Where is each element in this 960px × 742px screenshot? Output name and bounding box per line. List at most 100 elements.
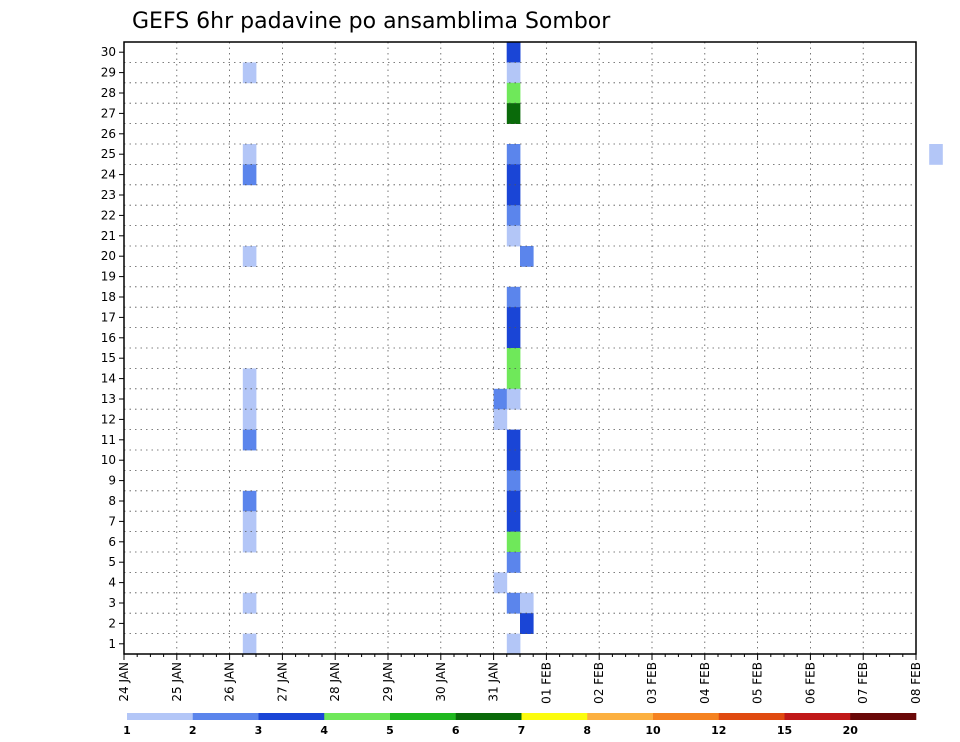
heatmap-cell [242,388,257,410]
heatmap-cell [242,409,257,430]
heatmap-cells [242,42,943,655]
chart-title: GEFS 6hr padavine po ansamblima Sombor [132,9,611,34]
heatmap-cell [506,490,521,512]
y-tick-label: 21 [101,229,116,243]
heatmap-cell [242,246,257,267]
y-tick-label: 18 [101,290,116,304]
y-tick-label: 3 [108,596,116,610]
heatmap-cell [242,633,257,655]
heatmap-cell [506,511,521,532]
heatmap-cell [242,511,257,532]
heatmap-cell [929,144,943,165]
colorbar-tick-label: 3 [255,724,263,737]
colorbar-tick-label: 10 [645,724,661,737]
y-tick-label: 13 [101,392,116,406]
y-tick-label: 19 [101,270,116,284]
colorbar-tick-label: 7 [518,724,526,737]
heatmap-cell [506,164,521,186]
x-tick-label: 05 FEB [751,662,765,704]
heatmap-cell [242,62,257,84]
y-tick-label: 26 [101,127,116,141]
y-tick-label: 1 [108,637,116,651]
y-tick-label: 20 [101,249,116,263]
heatmap-cell [506,429,521,451]
y-axis-ticks: 1234567891011121314151617181920212223242… [101,45,124,651]
heatmap-cell [493,409,508,430]
x-tick-label: 03 FEB [645,662,659,704]
colorbar-tick-label: 4 [320,724,328,737]
x-tick-label: 01 FEB [539,662,553,704]
colorbar-tick-label: 15 [777,724,792,737]
colorbar-swatch [455,713,522,720]
x-tick-label: 28 JAN [328,662,342,702]
heatmap-cell [506,633,521,655]
colorbar-tick-label: 12 [711,724,726,737]
x-tick-label: 30 JAN [434,662,448,702]
heatmap-cell [493,388,508,410]
heatmap-cell [242,429,257,451]
y-tick-label: 28 [101,86,116,100]
x-tick-label: 04 FEB [698,662,712,704]
heatmap-cell [506,348,521,369]
y-tick-label: 6 [108,535,116,549]
heatmap-cell [506,184,521,206]
x-tick-label: 31 JAN [487,662,501,702]
heatmap-cell [520,246,534,267]
y-tick-label: 14 [101,372,116,386]
x-tick-label: 02 FEB [592,662,606,704]
x-tick-label: 06 FEB [803,662,817,704]
y-tick-label: 10 [101,453,116,467]
y-tick-label: 29 [101,66,116,80]
y-tick-label: 23 [101,188,116,202]
colorbar-swatch [192,713,259,720]
x-tick-label: 08 FEB [909,662,923,704]
colorbar: 1 2 3 4 5 6 7 8 10 12 15 20 [123,713,917,737]
heatmap-cell [506,552,521,573]
x-tick-label: 25 JAN [170,662,184,702]
colorbar-tick-label: 2 [189,724,197,737]
colorbar-tick-label: 6 [452,724,460,737]
heatmap-cell [242,490,257,512]
heatmap-cell [242,144,257,165]
y-tick-label: 15 [101,351,116,365]
x-tick-label: 26 JAN [223,662,237,702]
y-tick-label: 17 [101,310,116,324]
colorbar-swatch [521,713,588,720]
heatmap-cell [242,592,257,614]
colorbar-swatch [324,713,391,720]
heatmap-cell [506,307,521,328]
y-tick-label: 27 [101,106,116,120]
colorbar-swatch [784,713,851,720]
heatmap-cell [242,368,257,390]
heatmap-cell [520,592,534,614]
heatmap-cell [520,613,534,634]
y-tick-label: 11 [101,433,116,447]
colorbar-swatch [653,713,720,720]
heatmap-cell [506,225,521,247]
y-tick-label: 24 [101,168,116,182]
colorbar-tick-label: 8 [583,724,591,737]
colorbar-swatch [127,713,194,720]
heatmap-cell [506,42,521,63]
heatmap-cell [506,82,521,104]
colorbar-tick-label: 20 [843,724,859,737]
x-tick-label: 29 JAN [381,662,395,702]
x-tick-label: 27 JAN [275,662,289,702]
colorbar-swatch [718,713,785,720]
gridlines [124,42,916,654]
y-tick-label: 9 [108,474,116,488]
colorbar-swatch [587,713,654,720]
heatmap-cell [493,572,508,594]
x-tick-label: 24 JAN [117,662,131,702]
heatmap-cell [506,205,521,226]
heatmap-cell [506,531,521,553]
heatmap-cell [242,531,257,553]
y-tick-label: 4 [108,576,116,590]
colorbar-swatch [258,713,325,720]
heatmap-cell [506,103,521,124]
heatmap-cell [506,470,521,492]
heatmap-cell [242,164,257,186]
colorbar-swatch [850,713,917,720]
